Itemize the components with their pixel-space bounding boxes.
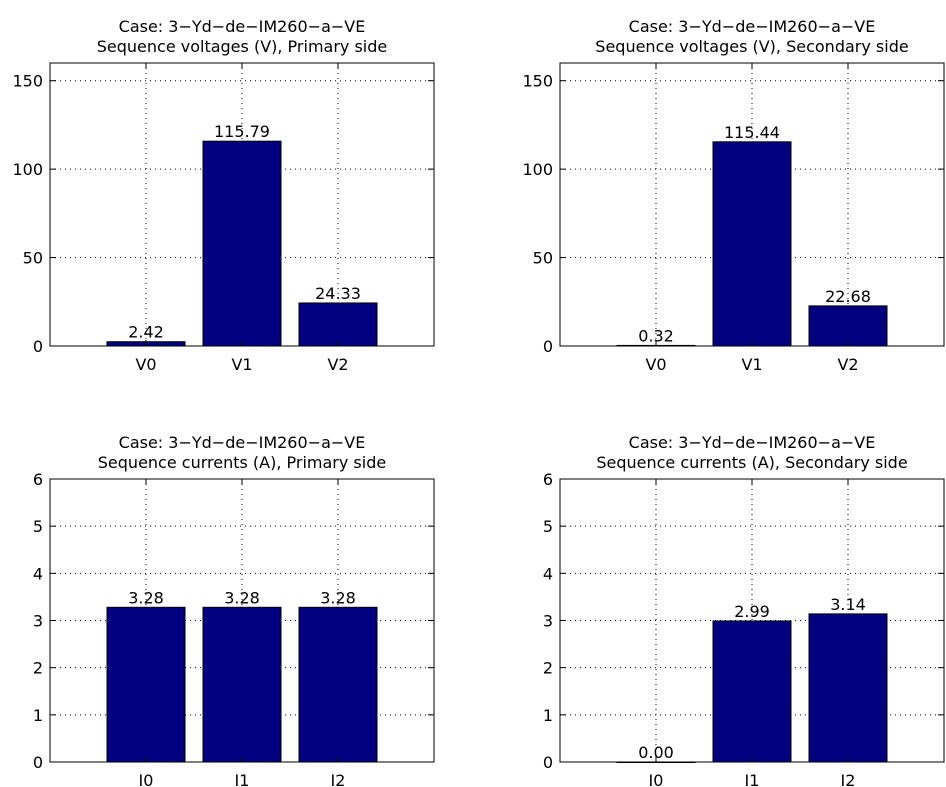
y-tick-label: 100	[12, 160, 43, 179]
y-tick-label: 5	[543, 517, 553, 536]
y-tick-label: 1	[543, 706, 553, 725]
data-label: 115.79	[214, 122, 270, 141]
y-tick-label: 1	[33, 706, 43, 725]
x-tick-label: I1	[745, 771, 760, 787]
x-tick-label: I0	[649, 771, 664, 787]
x-tick-label: I2	[331, 771, 346, 787]
data-label: 115.44	[724, 123, 780, 142]
bar	[202, 140, 282, 347]
data-label: 3.14	[830, 595, 866, 614]
y-tick-label: 6	[33, 470, 43, 489]
bar	[298, 606, 378, 763]
chart-title: Case: 3−Yd−de−IM260−a−VE	[119, 17, 366, 36]
bar	[712, 620, 792, 763]
data-label: 3.28	[224, 588, 260, 607]
data-label: 22.68	[825, 287, 871, 306]
subplot-secondary-currents: Case: 3−Yd−de−IM260−a−VE Sequence curren…	[543, 433, 945, 787]
x-tick-label: V0	[645, 355, 666, 374]
data-label: 0.00	[638, 743, 674, 762]
y-tick-label: 50	[533, 249, 553, 268]
x-tick-label: I1	[235, 771, 250, 787]
x-tick-label: V1	[231, 355, 252, 374]
y-tick-label: 0	[33, 337, 43, 356]
y-tick-label: 0	[33, 753, 43, 772]
y-tick-label: 0	[543, 753, 553, 772]
chart-subtitle: Sequence currents (A), Secondary side	[596, 453, 907, 472]
subplot-primary-currents: Case: 3−Yd−de−IM260−a−VE Sequence curren…	[33, 433, 435, 787]
x-tick-label: I0	[139, 771, 154, 787]
data-label: 3.28	[128, 588, 164, 607]
bar	[298, 302, 378, 347]
bar	[202, 606, 282, 763]
y-tick-label: 5	[33, 517, 43, 536]
data-label: 2.42	[128, 323, 164, 342]
bar	[808, 305, 888, 347]
y-tick-label: 150	[522, 72, 553, 91]
y-tick-label: 150	[12, 72, 43, 91]
x-tick-label: V0	[135, 355, 156, 374]
data-label: 3.28	[320, 588, 356, 607]
data-label: 0.32	[638, 326, 674, 345]
data-label: 2.99	[734, 602, 770, 621]
x-tick-label: V2	[327, 355, 348, 374]
y-tick-label: 3	[33, 612, 43, 631]
y-tick-label: 4	[543, 564, 553, 583]
data-label: 24.33	[315, 284, 361, 303]
y-tick-label: 100	[522, 160, 553, 179]
y-tick-label: 3	[543, 612, 553, 631]
x-tick-label: I2	[841, 771, 856, 787]
subplot-primary-voltages: Case: 3−Yd−de−IM260−a−VE Sequence voltag…	[12, 17, 435, 374]
bar	[808, 613, 888, 763]
x-tick-label: V1	[741, 355, 762, 374]
y-tick-label: 4	[33, 564, 43, 583]
y-tick-label: 0	[543, 337, 553, 356]
y-tick-label: 2	[543, 659, 553, 678]
chart-subtitle: Sequence currents (A), Primary side	[98, 453, 386, 472]
chart-title: Case: 3−Yd−de−IM260−a−VE	[629, 17, 876, 36]
chart-subtitle: Sequence voltages (V), Primary side	[97, 37, 388, 56]
chart-title: Case: 3−Yd−de−IM260−a−VE	[119, 433, 366, 452]
y-tick-label: 2	[33, 659, 43, 678]
y-tick-label: 50	[23, 249, 43, 268]
subplot-secondary-voltages: Case: 3−Yd−de−IM260−a−VE Sequence voltag…	[522, 17, 945, 374]
x-tick-label: V2	[837, 355, 858, 374]
chart-subtitle: Sequence voltages (V), Secondary side	[595, 37, 908, 56]
bar	[712, 141, 792, 347]
bar	[106, 606, 186, 763]
chart-title: Case: 3−Yd−de−IM260−a−VE	[629, 433, 876, 452]
y-tick-label: 6	[543, 470, 553, 489]
